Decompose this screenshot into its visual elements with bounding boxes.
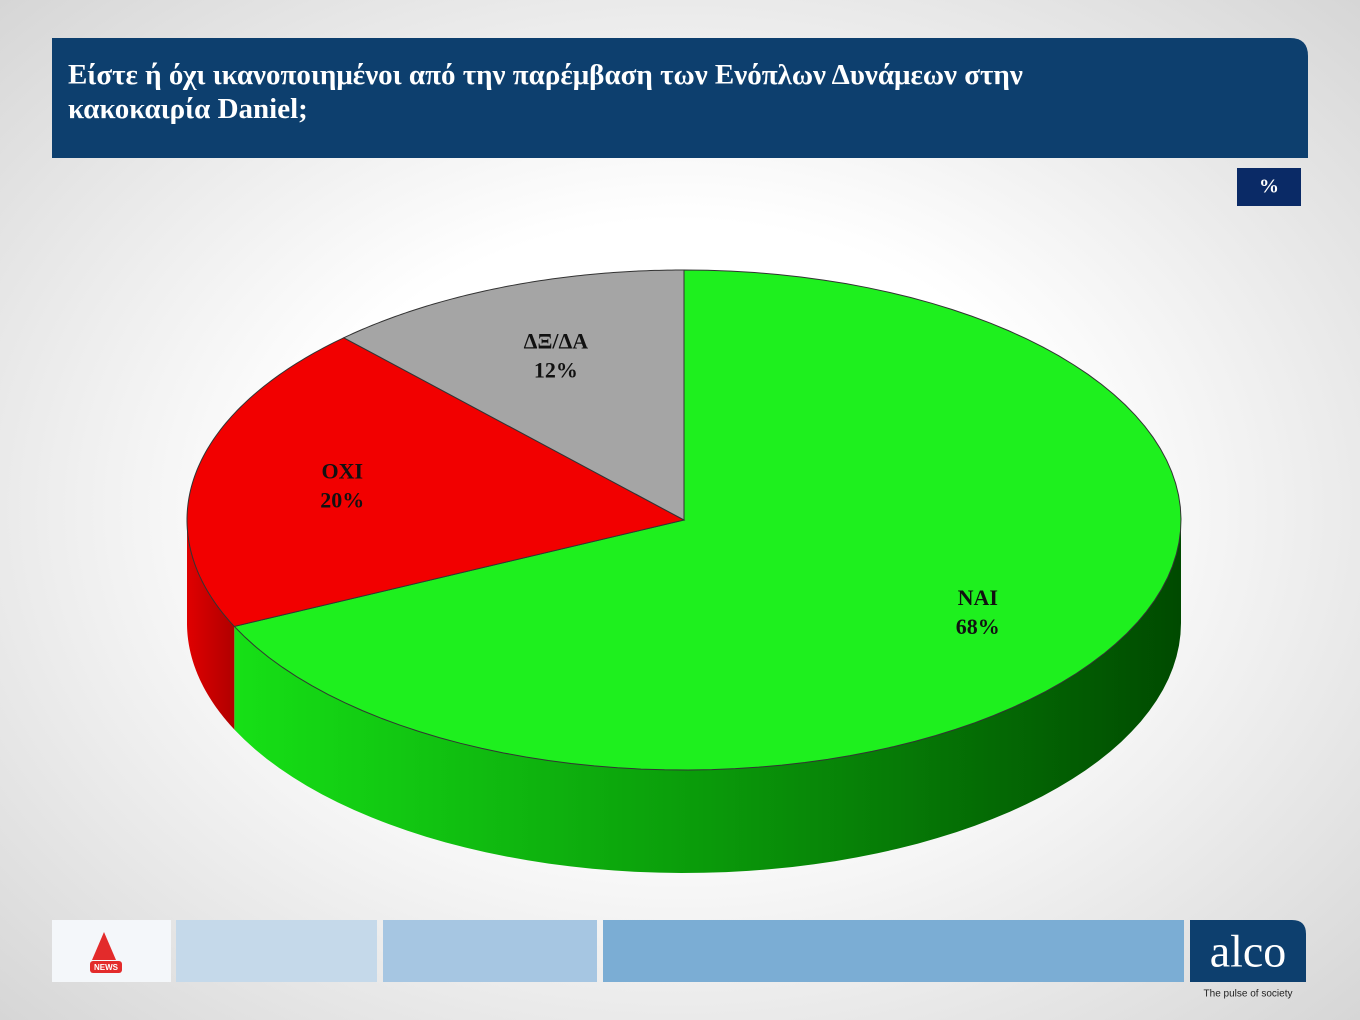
footer-bar: [176, 920, 377, 982]
brand-name: alco: [1210, 926, 1287, 977]
unit-badge: [1237, 168, 1301, 206]
pie-slice: [186, 337, 686, 627]
unit-label: %: [1259, 176, 1279, 198]
slice-label: ΟΧΙ: [321, 458, 363, 483]
news-logo-icon: [92, 932, 116, 960]
brand-tagline: The pulse of society: [1204, 989, 1293, 1000]
news-logo-text: NEWS: [94, 963, 119, 972]
news-logo-tag: [90, 961, 122, 973]
title-bar: [52, 38, 1308, 158]
slice-value-label: 12%: [534, 357, 578, 382]
footer-bar: [603, 920, 1184, 982]
footer-bar: [383, 920, 597, 982]
slice-label: ΝΑΙ: [958, 585, 998, 610]
pie-slice: [233, 269, 1182, 771]
pie-side: [187, 520, 235, 730]
pie-slice: [342, 269, 685, 521]
pie: ΝΑΙ 68% ΟΧΙ 20% ΔΞ/ΔΑ 12%: [186, 269, 1182, 873]
brand-box: [1190, 920, 1306, 982]
pie-side: [234, 520, 1181, 873]
slice-label: ΔΞ/ΔΑ: [524, 328, 589, 353]
slice-value-label: 68%: [956, 614, 1000, 639]
chart-title: Είστε ή όχι ικανοποιημένοι από την παρέμ…: [68, 59, 1023, 125]
slice-value-label: 20%: [320, 487, 364, 512]
